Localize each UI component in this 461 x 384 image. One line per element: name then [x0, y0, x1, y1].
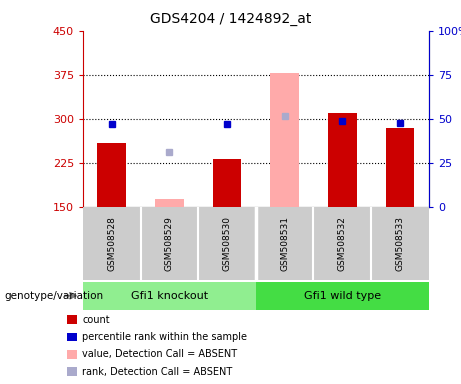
Text: value, Detection Call = ABSENT: value, Detection Call = ABSENT	[82, 349, 237, 359]
Bar	[328, 113, 357, 207]
Text: count: count	[82, 314, 110, 325]
Text: Gfi1 wild type: Gfi1 wild type	[304, 291, 381, 301]
Bar	[67, 367, 77, 376]
Bar	[67, 350, 77, 359]
Bar	[155, 199, 184, 207]
Bar	[270, 73, 299, 207]
Bar	[256, 282, 429, 310]
Text: rank, Detection Call = ABSENT: rank, Detection Call = ABSENT	[82, 366, 232, 377]
Text: GSM508528: GSM508528	[107, 217, 116, 271]
Text: GSM508529: GSM508529	[165, 217, 174, 271]
Bar	[67, 315, 77, 324]
Text: GSM508531: GSM508531	[280, 216, 289, 271]
Text: genotype/variation: genotype/variation	[5, 291, 104, 301]
Bar	[213, 159, 242, 207]
Text: GSM508533: GSM508533	[396, 216, 404, 271]
Bar	[67, 333, 77, 341]
Text: GSM508532: GSM508532	[338, 217, 347, 271]
Bar	[83, 282, 256, 310]
Text: Gfi1 knockout: Gfi1 knockout	[131, 291, 208, 301]
Text: GSM508530: GSM508530	[223, 216, 231, 271]
Bar	[385, 129, 414, 207]
Text: GDS4204 / 1424892_at: GDS4204 / 1424892_at	[150, 12, 311, 25]
Bar	[97, 142, 126, 207]
Text: percentile rank within the sample: percentile rank within the sample	[82, 332, 247, 342]
